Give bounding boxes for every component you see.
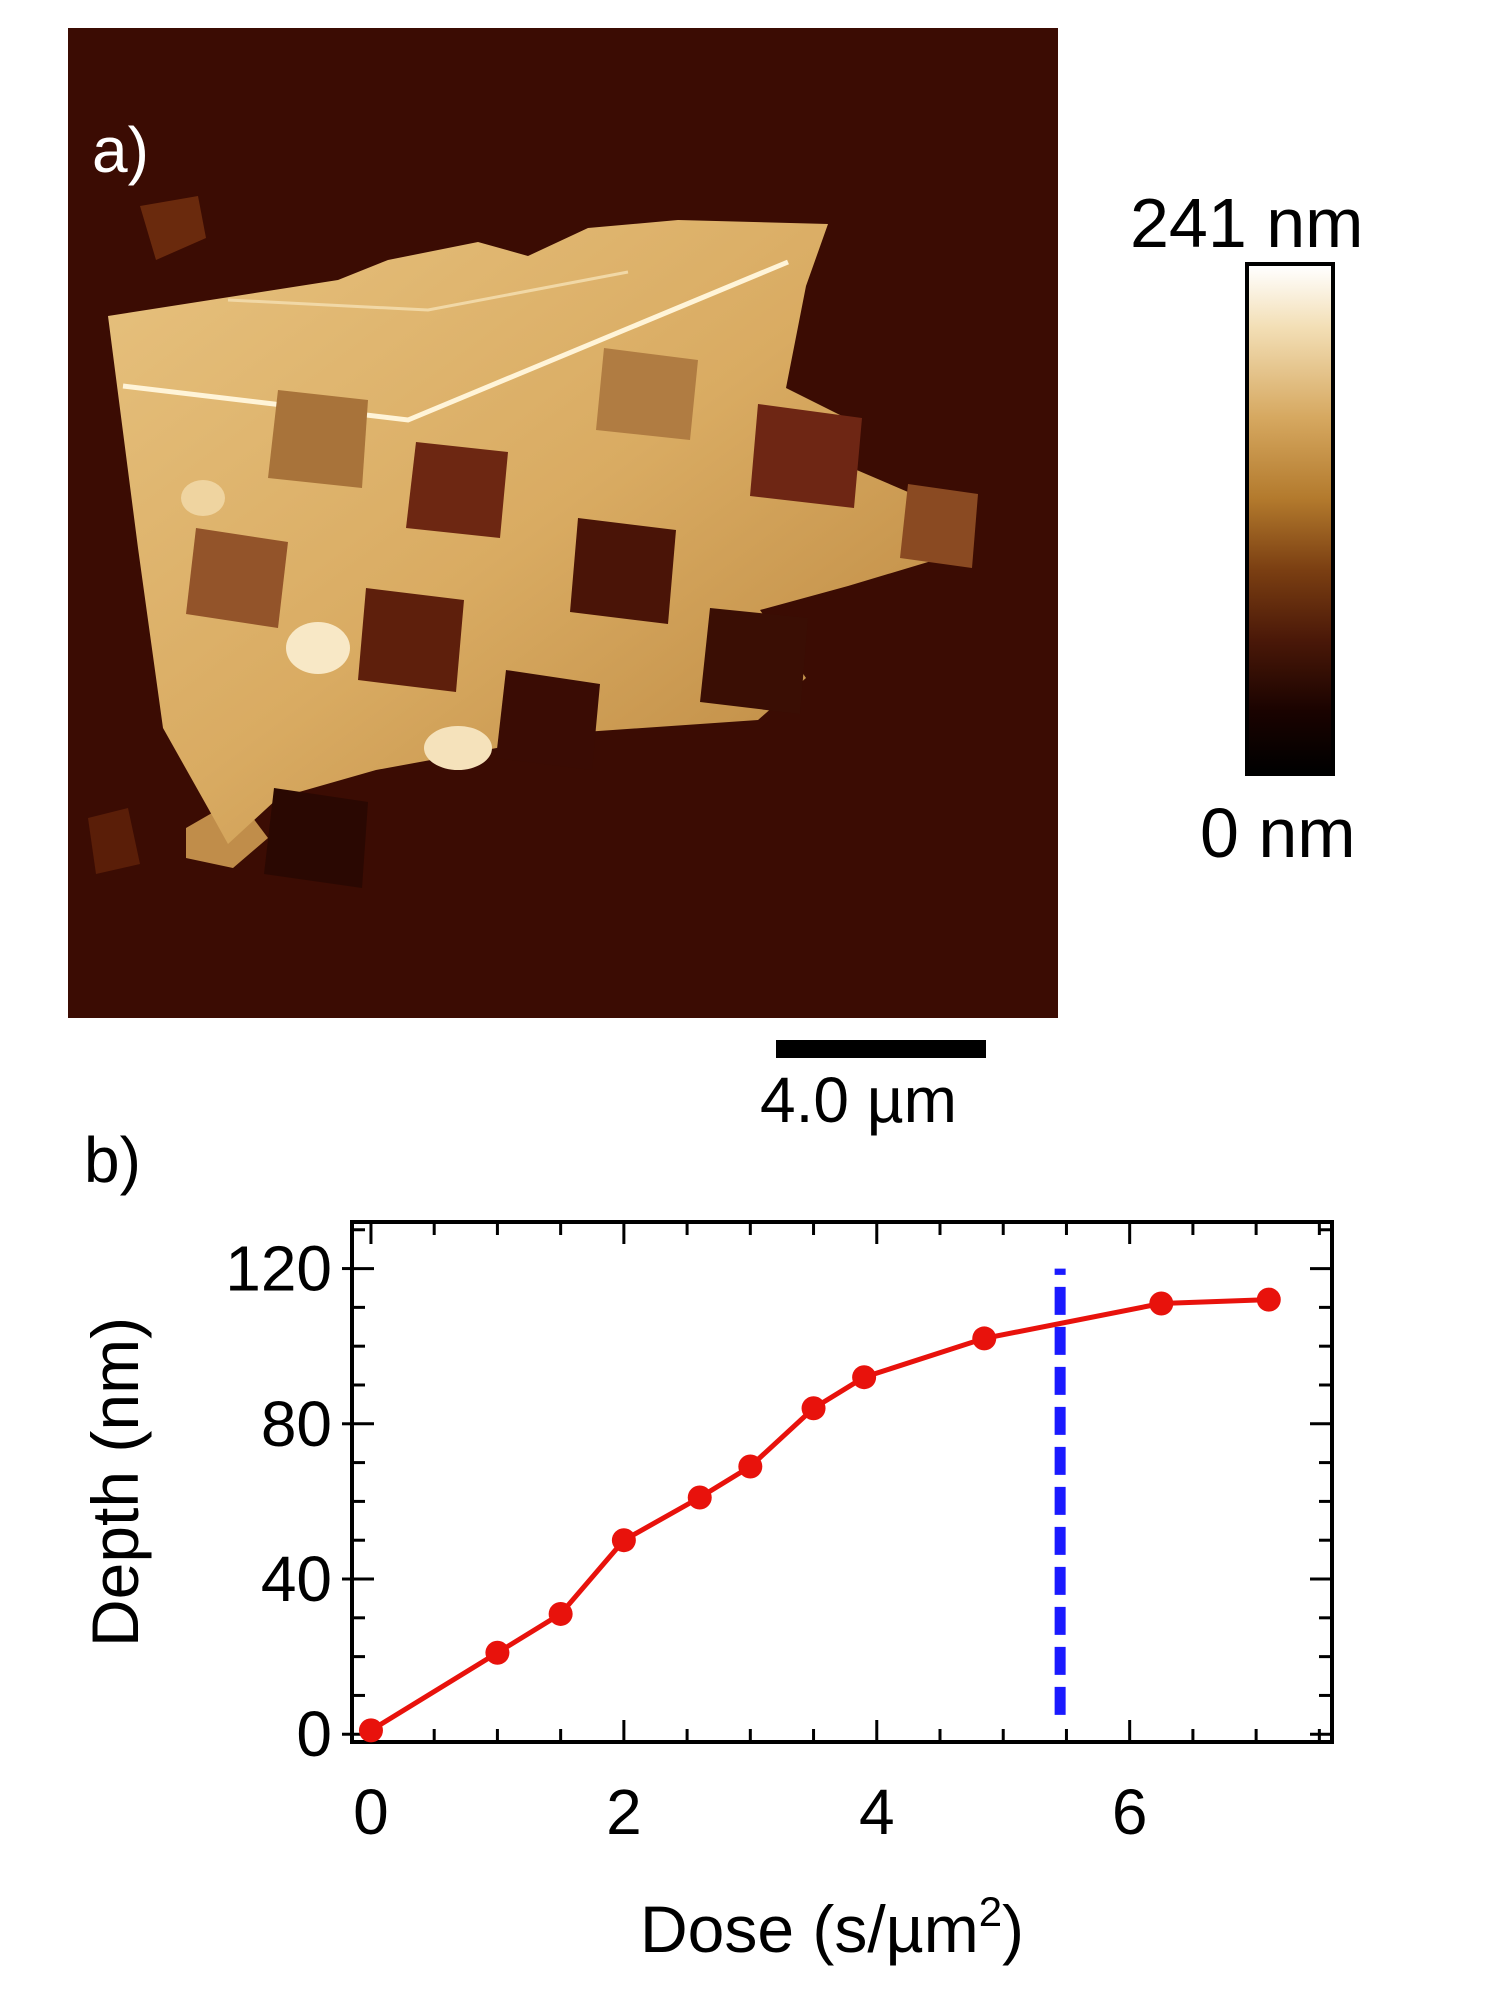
data-point [358,1718,383,1743]
y-axis-label: Depth (nm) [78,1317,152,1647]
panel-b-label: b) [84,1124,141,1196]
height-colorbar [1245,262,1335,776]
series-line [369,1297,1269,1733]
data-point [1149,1291,1174,1316]
depth-vs-dose-chart: 0 2 4 6 0 40 80 120 Dose (s/µm2) Depth (nm) [0,1180,1500,2005]
y-tick-label: 40 [261,1543,332,1615]
plot-frame [350,1220,1334,1744]
data-point [548,1601,573,1626]
data-point [687,1485,712,1510]
x-tick-label: 0 [353,1776,389,1848]
data-point [972,1326,997,1351]
colorbar-max-label: 241 nm [1130,184,1364,262]
scale-bar-label: 4.0 µm [760,1064,957,1136]
data-point [611,1528,636,1553]
x-tick-label: 2 [606,1776,642,1848]
scale-bar [776,1040,986,1058]
y-tick-label: 120 [225,1233,332,1305]
x-axis-label: Dose (s/µm2) [640,1888,1024,1966]
afm-topography-image [68,28,1058,1018]
data-point [1256,1287,1281,1312]
y-tick-label: 80 [261,1388,332,1460]
data-point [485,1640,510,1665]
panel-a-label: a) [92,114,149,186]
x-tick-label: 4 [859,1776,895,1848]
x-tick-label: 6 [1112,1776,1148,1848]
data-point [852,1365,877,1390]
data-point [738,1454,763,1479]
colorbar-min-label: 0 nm [1200,794,1356,872]
y-tick-label: 0 [296,1698,332,1770]
data-point [801,1396,826,1421]
